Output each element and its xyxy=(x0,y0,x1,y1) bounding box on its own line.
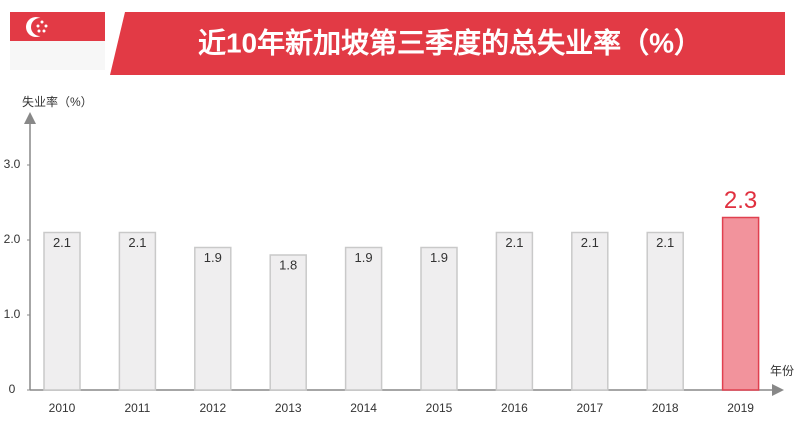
x-tick-label: 2015 xyxy=(426,401,453,415)
bar xyxy=(344,246,383,391)
value-label: 1.9 xyxy=(430,250,448,265)
bar xyxy=(495,231,534,391)
value-label: 1.9 xyxy=(204,250,222,265)
value-label: 2.3 xyxy=(724,187,757,214)
value-label: 2.1 xyxy=(53,235,71,250)
bar xyxy=(721,216,760,391)
value-label: 2.1 xyxy=(505,235,523,250)
title-banner xyxy=(110,12,785,75)
value-label: 1.9 xyxy=(355,250,373,265)
bar xyxy=(646,231,684,391)
bar xyxy=(420,246,458,391)
value-label: 2.1 xyxy=(128,235,146,250)
y-tick-label: 1.0 xyxy=(4,307,21,321)
x-tick-label: 2019 xyxy=(727,401,754,415)
x-tick-label: 2014 xyxy=(350,401,377,415)
y-tick-label: 2.0 xyxy=(4,232,21,246)
value-label: 1.8 xyxy=(279,257,297,272)
x-axis-label: 年份 xyxy=(770,364,794,378)
value-label: 2.1 xyxy=(656,235,674,250)
bar xyxy=(269,254,307,391)
x-tick-label: 2013 xyxy=(275,401,302,415)
value-label: 2.1 xyxy=(581,235,599,250)
x-tick-label: 2016 xyxy=(501,401,528,415)
flag xyxy=(10,12,105,70)
bar xyxy=(194,246,232,391)
chart-title: 近10年新加坡第三季度的总失业率（%） xyxy=(198,26,702,58)
x-tick-label: 2017 xyxy=(576,401,603,415)
bar xyxy=(571,231,609,391)
bar xyxy=(43,231,81,391)
y-axis-label: 失业率（%） xyxy=(22,94,93,109)
y-tick-label: 3.0 xyxy=(4,157,21,171)
x-tick-label: 2018 xyxy=(652,401,679,415)
y-tick-label: 0 xyxy=(9,382,16,396)
bar xyxy=(118,231,157,391)
x-tick-label: 2012 xyxy=(199,401,226,415)
x-tick-label: 2011 xyxy=(124,401,150,415)
x-tick-label: 2010 xyxy=(49,401,76,415)
